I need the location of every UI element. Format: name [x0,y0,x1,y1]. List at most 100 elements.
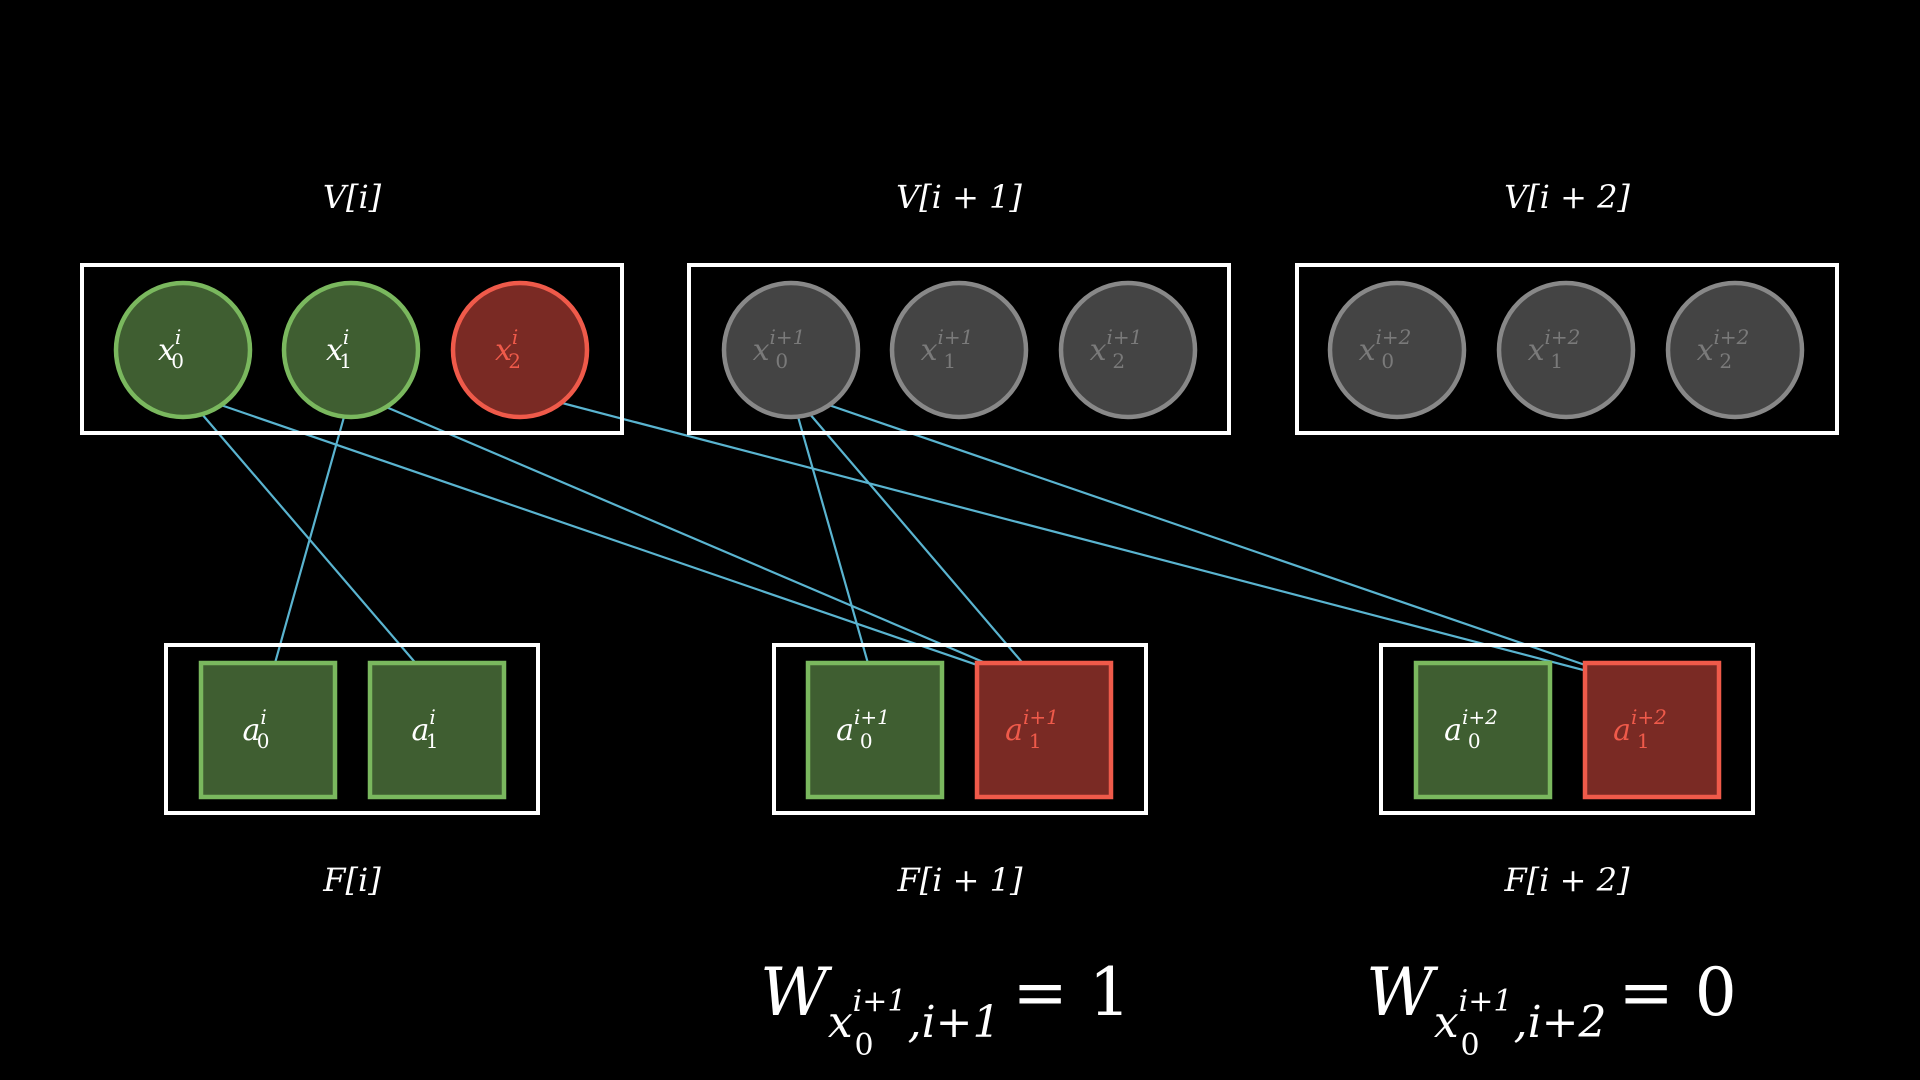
node-label-sub: 1 [1550,349,1563,373]
factor-groups: ai 0 ai 1F[i]ai+1 0 ai+1 1F[i + 1]ai+2 0 ai+2 1F[… [164,643,1755,899]
edge-4 [789,391,877,689]
equation-symbol: W [1366,954,1439,1031]
node-label: xi 0 [158,325,184,373]
node-label-sup: i [343,325,349,349]
equation-0: Wxi+1 0 ,i+1 = 1 [760,954,1131,1063]
variable-node-circle [1058,280,1198,420]
equation-sub-sub: 0 [855,1028,874,1063]
variable-node-circle [1665,280,1805,420]
edge-7 [790,390,1653,690]
variable-node: xi+1 2 [1058,280,1198,420]
variable-node: xi+2 0 [1327,280,1467,420]
factor-node-square [198,660,338,800]
node-label: ai+2 1 [1613,705,1667,753]
edge-3 [350,390,1045,690]
variable-node-circle [721,280,861,420]
node-label-sup: i [175,325,181,349]
variable-group-0: V[i]xi 0 xi 1 xi 2 [80,178,624,435]
factor-group-1: ai+1 0 ai+1 1F[i + 1] [772,643,1148,899]
edge-2 [182,390,1045,690]
factor-node-square [1413,660,1553,800]
node-label: ai+1 1 [1005,705,1059,753]
node-label-sub: 1 [426,729,439,753]
node-label-sub: 1 [1029,729,1042,753]
edge-6 [519,390,1653,690]
equation-1: Wxi+1 0 ,i+2 = 0 [1366,954,1737,1063]
node-label-sub: 1 [1637,729,1650,753]
variable-group-label: V[i + 1] [896,178,1022,216]
edges-layer [182,390,1653,690]
node-label: xi 2 [495,325,521,373]
variable-node-circle [281,280,421,420]
node-label: ai 0 [242,705,269,753]
equations: Wxi+1 0 ,i+1 = 1 Wxi+1 0 ,i+2 = 0 [760,954,1737,1063]
variable-node: xi+1 1 [889,280,1029,420]
node-label-sub: 1 [943,349,956,373]
equation-value: = 1 [1013,954,1131,1031]
factor-node-square [367,660,507,800]
node-label-base: a [1613,713,1631,748]
node-label-sub: 1 [339,349,352,373]
variable-node-circle [1496,280,1636,420]
equation-sub-tail: ,i+1 [908,997,1001,1048]
factor-node: ai+1 0 [805,660,945,800]
node-label-sup: i+1 [770,325,806,349]
factor-node-square [974,660,1114,800]
node-label-sup: i [260,705,266,729]
node-label-base: x [1359,333,1376,368]
equation-sub-base: x [1434,997,1459,1048]
factor-node-square [1582,660,1722,800]
factor-group-0: ai 0 ai 1F[i] [164,643,540,899]
node-label-sub: 2 [508,349,521,373]
node-label-sup: i [429,705,435,729]
node-label-base: x [495,333,512,368]
node-label-sub: 2 [1719,349,1732,373]
node-label: xi+2 2 [1697,325,1750,373]
variable-node: xi+2 1 [1496,280,1636,420]
factor-node: ai+2 0 [1413,660,1553,800]
equation-sub-sub: 0 [1461,1028,1480,1063]
node-label-sub: 0 [257,729,270,753]
node-label-sub: 0 [1381,349,1394,373]
node-label: xi+1 0 [753,325,806,373]
variable-group-frame [80,263,624,435]
edge-1 [266,391,353,689]
variable-node: xi+2 2 [1665,280,1805,420]
variable-group-1: V[i + 1]xi+1 0 xi+1 1 xi+1 2 [687,178,1231,435]
node-label: ai 1 [411,705,438,753]
node-label-base: a [1444,713,1462,748]
node-label-base: x [753,333,770,368]
node-label: ai+1 0 [836,705,890,753]
node-label: xi+2 0 [1359,325,1412,373]
variable-group-label: V[i + 2] [1504,178,1630,216]
variable-node-circle [889,280,1029,420]
factor-node: ai 0 [198,660,338,800]
node-label-sub: 0 [171,349,184,373]
node-label-base: a [411,713,429,748]
variable-node-circle [1327,280,1467,420]
factor-node: ai 1 [367,660,507,800]
variable-node: xi 0 [113,280,253,420]
node-label-base: a [836,713,854,748]
node-label-base: x [1090,333,1107,368]
node-label-sub: 0 [860,729,873,753]
equation-sub-tail: ,i+2 [1514,997,1607,1048]
node-label-sup: i [512,325,518,349]
equation-sub-sup: i+1 [853,984,907,1019]
node-label-base: x [1697,333,1714,368]
factor-group-2: ai+2 0 ai+2 1F[i + 2] [1379,643,1755,899]
node-label-sub: 2 [1112,349,1125,373]
node-label-sup: i+2 [1545,325,1581,349]
factor-group-frame [772,643,1148,815]
edge-5 [790,391,1045,689]
node-label-sub: 0 [1468,729,1481,753]
equation-sub-base: x [828,997,853,1048]
node-label-sup: i+2 [1462,705,1498,729]
factor-group-frame [164,643,540,815]
variable-node-circle [450,280,590,420]
node-label-base: x [326,333,343,368]
node-label: xi+1 2 [1090,325,1143,373]
variable-groups: V[i]xi 0 xi 1 xi 2V[i + 1]xi+1 0 xi+1 1 xi+1 2V[i … [80,178,1839,435]
